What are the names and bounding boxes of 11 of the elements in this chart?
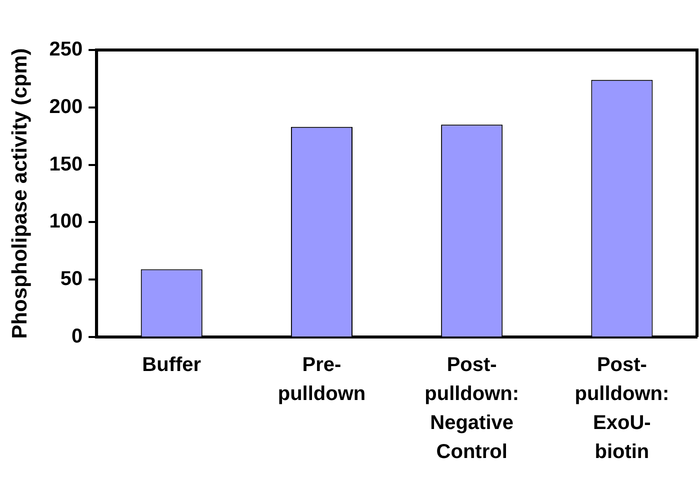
x-tick-label: Buffer: [142, 354, 202, 376]
y-tick-label: 250: [49, 38, 83, 61]
x-tick-label: Pre-pulldown: [278, 354, 366, 406]
y-tick-label: 50: [60, 268, 83, 290]
x-tick-label: Post-pulldown: Negative Control: [424, 354, 520, 464]
x-tick-label: Post-pulldown: ExoU-biotin: [574, 354, 670, 464]
y-axis-title: Phospholipase activity (cpm): [8, 48, 32, 339]
y-tick-label: 0: [71, 326, 83, 348]
y-tick-label: 100: [49, 210, 83, 233]
y-tick-label: 200: [49, 96, 83, 118]
y-tick-label: 150: [49, 153, 83, 176]
